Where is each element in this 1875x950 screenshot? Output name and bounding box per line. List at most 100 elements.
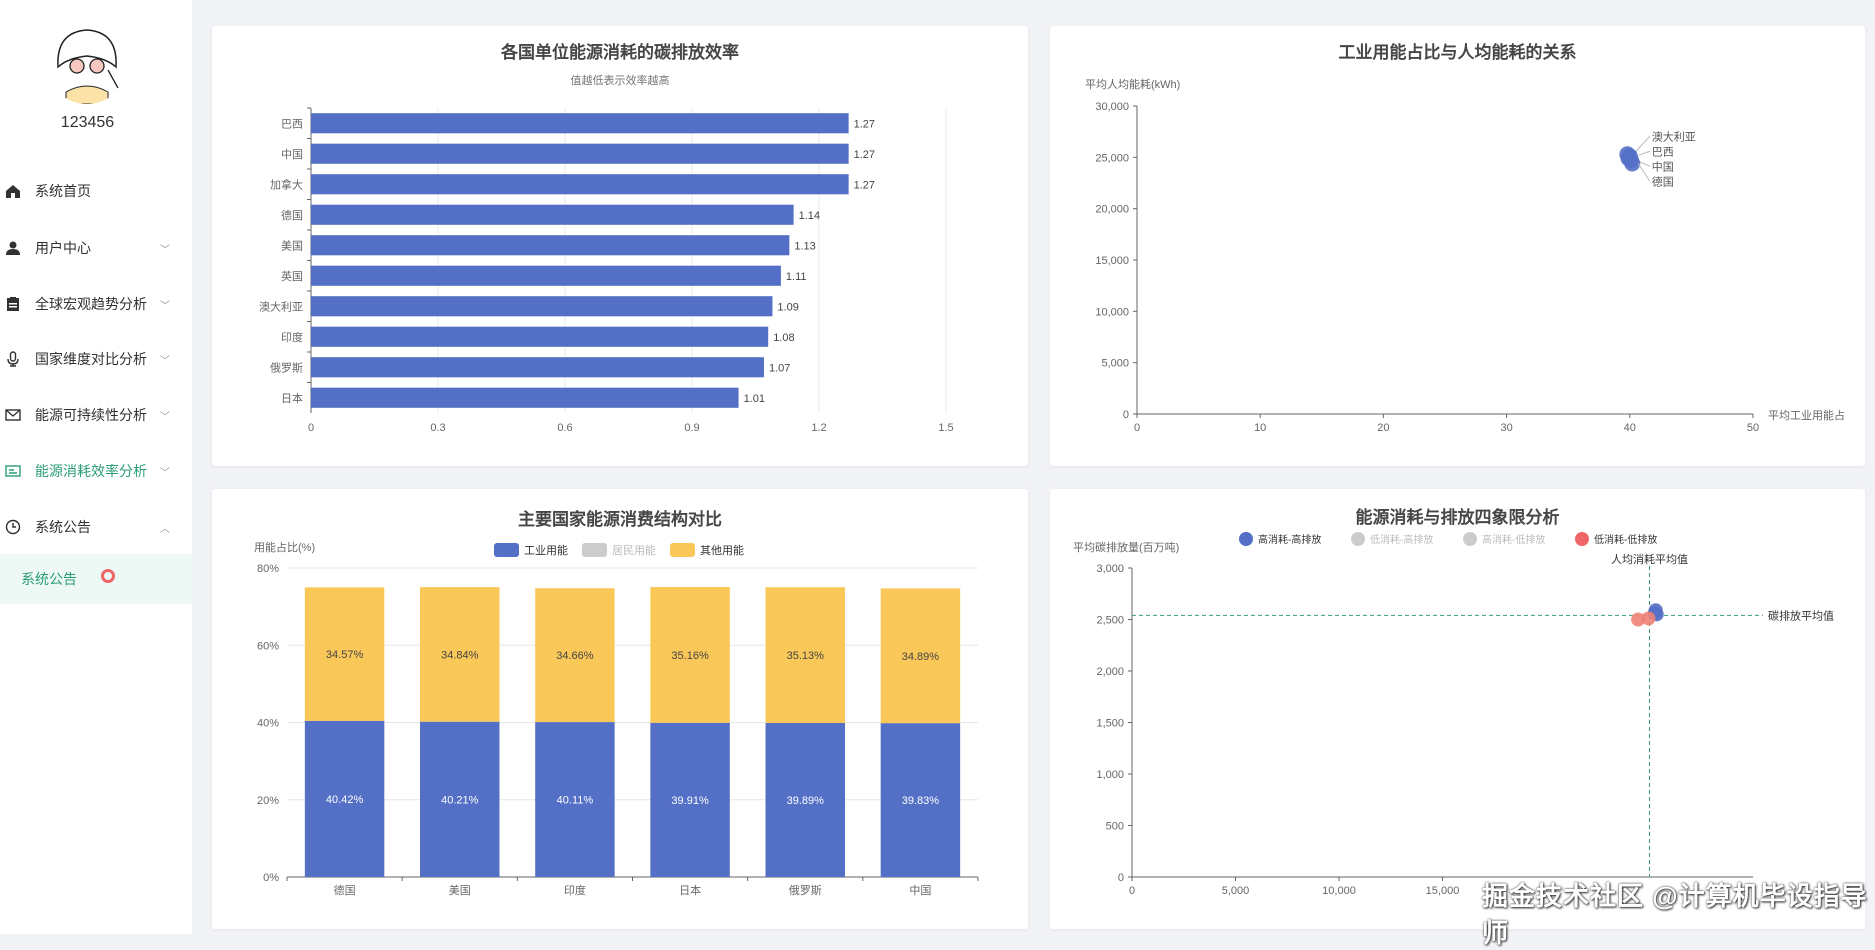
y-tick-label: 德国: [281, 208, 303, 222]
y-tick-label: 0: [1123, 409, 1129, 421]
panel-quadrant-analysis: 能源消耗与排放四象限分析 平均碳排放量(百万吨) 高消耗-高排放 低消耗-高排放 高消耗…: [1050, 489, 1865, 929]
y-tick-label: 日本: [281, 391, 303, 405]
avatar[interactable]: [46, 22, 128, 104]
x-tick-label: 20: [1377, 422, 1389, 434]
data-label: 1.08: [773, 332, 794, 344]
bar-segment[interactable]: [880, 723, 961, 877]
bar: [311, 143, 849, 164]
mark-line-label: 人均消耗平均值: [1611, 552, 1688, 566]
x-tick-label: 50: [1747, 422, 1759, 434]
chart-title: 能源消耗与排放四象限分析: [1356, 507, 1560, 527]
data-label: 1.13: [794, 240, 815, 252]
sidebar-item-label: 全球宏观趋势分析: [35, 296, 147, 312]
panel-carbon-efficiency: 各国单位能源消耗的碳排放效率 值越低表示效率越高 0 0.3 0.6 0.9 1.2 1.5 巴…: [212, 26, 1028, 466]
panel-industry-vs-percapita: 工业用能占比与人均能耗的关系 平均人均能耗(kWh) 平均工业用能占 0 5,000 10…: [1050, 26, 1865, 466]
bar-segment[interactable]: [765, 722, 845, 877]
bar: [311, 204, 794, 225]
scatter-point[interactable]: [1631, 612, 1646, 627]
legend-label[interactable]: 高消耗-高排放: [1258, 533, 1321, 546]
bar-segment[interactable]: [650, 722, 730, 877]
data-label: 1.27: [854, 118, 875, 130]
click-indicator-icon: [101, 569, 115, 583]
sidebar-item-6[interactable]: 系统公告 ︿: [0, 505, 192, 549]
sidebar-item-1[interactable]: 用户中心 ﹀: [0, 226, 192, 270]
submenu-label: 系统公告: [21, 571, 77, 587]
bar-segment[interactable]: [535, 722, 615, 877]
legend-label[interactable]: 居民用能: [612, 543, 656, 557]
scatter-point[interactable]: [1641, 611, 1656, 626]
data-label: 34.89%: [902, 651, 940, 663]
home-icon: [5, 183, 21, 199]
bar: [311, 296, 773, 317]
y-tick-label: 500: [1106, 821, 1124, 833]
legend-swatch[interactable]: [670, 543, 695, 557]
sidebar-item-4[interactable]: 能源可持续性分析 ﹀: [0, 393, 192, 437]
sidebar-item-3[interactable]: 国家维度对比分析 ﹀: [0, 337, 192, 381]
x-tick-label: 0: [1134, 422, 1140, 434]
sidebar-item-5[interactable]: 能源消耗效率分析 ﹀: [0, 449, 192, 493]
bar-segment[interactable]: [304, 587, 385, 721]
sidebar-item-label: 国家维度对比分析: [35, 351, 147, 367]
legend-marker[interactable]: [1463, 532, 1477, 546]
legend-marker[interactable]: [1575, 532, 1589, 546]
x-tick-label: 30: [1500, 422, 1512, 434]
chevron-down-icon: ﹀: [160, 300, 170, 312]
chevron-down-icon: ﹀: [160, 467, 170, 479]
bar-segment[interactable]: [650, 587, 730, 723]
y-tick-label: 25,000: [1095, 152, 1129, 164]
bar-segment[interactable]: [304, 720, 385, 877]
y-tick-label: 加拿大: [270, 177, 303, 191]
scatter-point[interactable]: [1620, 150, 1637, 167]
data-label: 34.84%: [441, 649, 479, 661]
bar-segment[interactable]: [535, 588, 615, 723]
bar: [311, 235, 790, 256]
data-label: 39.89%: [787, 795, 825, 807]
watermark: 掘金技术社区 @计算机毕设指导师: [1482, 881, 1868, 948]
x-tick-label: 5,000: [1222, 885, 1250, 897]
clipboard-icon: [5, 296, 21, 312]
legend-label[interactable]: 低消耗-高排放: [1370, 533, 1433, 546]
y-tick-label: 英国: [281, 269, 303, 283]
legend-label[interactable]: 工业用能: [524, 543, 568, 557]
point-label: 巴西: [1652, 146, 1674, 158]
legend-swatch[interactable]: [582, 543, 607, 557]
bar-segment[interactable]: [420, 721, 500, 877]
x-tick-label: 0.6: [557, 422, 572, 434]
x-tick-label: 德国: [334, 883, 356, 897]
submenu-item-announcements[interactable]: 系统公告: [0, 554, 192, 604]
bar-segment[interactable]: [420, 587, 500, 722]
sidebar-item-0[interactable]: 系统首页: [0, 169, 192, 213]
bar-segment[interactable]: [765, 587, 845, 723]
bar-segment[interactable]: [880, 588, 961, 724]
y-axis-label: 用能占比(%): [254, 540, 315, 554]
data-label: 1.01: [744, 393, 765, 405]
data-label: 1.11: [786, 271, 807, 283]
data-label: 40.11%: [557, 795, 594, 807]
y-tick-label: 1,000: [1096, 769, 1124, 781]
y-tick-label: 美国: [281, 239, 303, 252]
y-tick-label: 巴西: [281, 118, 303, 130]
sidebar: 123456 系统首页 用户中心 ﹀ 全球宏观趋势分析 ﹀ 国家维度对比分析 ﹀ 能源可持续性…: [0, 0, 192, 934]
y-tick-label: 1,500: [1096, 718, 1124, 730]
sidebar-item-label: 用户中心: [35, 240, 91, 256]
chart-title: 主要国家能源消费结构对比: [518, 509, 722, 529]
legend-swatch[interactable]: [494, 543, 519, 557]
legend-label[interactable]: 其他用能: [700, 543, 744, 557]
data-label: 34.57%: [326, 649, 364, 661]
data-label: 1.07: [769, 362, 790, 374]
legend-marker[interactable]: [1351, 532, 1365, 546]
x-tick-label: 0: [308, 422, 314, 434]
chevron-up-icon: ︿: [160, 523, 170, 535]
legend-marker[interactable]: [1239, 532, 1253, 546]
user-icon: [5, 240, 21, 256]
legend-label[interactable]: 高消耗-低排放: [1482, 533, 1545, 546]
chevron-down-icon: ﹀: [160, 355, 170, 367]
y-tick-label: 印度: [281, 330, 303, 344]
mark-line-label: 碳排放平均值: [1768, 608, 1834, 622]
y-tick-label: 3,000: [1096, 563, 1124, 575]
sidebar-item-2[interactable]: 全球宏观趋势分析 ﹀: [0, 282, 192, 326]
data-label: 40.42%: [326, 794, 364, 806]
legend-label[interactable]: 低消耗-低排放: [1594, 533, 1657, 546]
